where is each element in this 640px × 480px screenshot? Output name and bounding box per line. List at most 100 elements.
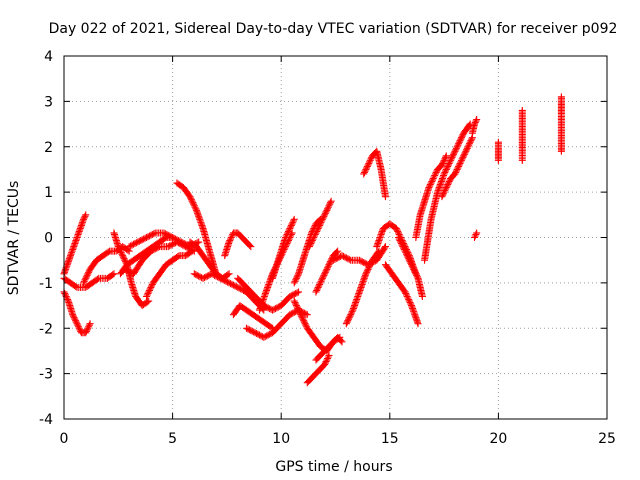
data-point	[291, 277, 299, 285]
data-point	[323, 206, 331, 214]
data-point	[116, 247, 124, 255]
data-point	[290, 279, 298, 287]
data-point	[173, 236, 181, 244]
data-point	[190, 202, 198, 210]
data-point	[290, 215, 298, 223]
data-point	[144, 289, 152, 297]
data-point	[447, 156, 455, 164]
y-axis-label: SDTVAR / TECUs	[6, 181, 22, 296]
data-point	[145, 232, 153, 240]
data-point	[465, 140, 473, 148]
data-point	[245, 326, 253, 334]
data-point	[180, 240, 188, 248]
data-point	[333, 248, 341, 256]
data-point	[290, 217, 298, 225]
data-point	[471, 120, 479, 128]
data-point	[314, 283, 322, 291]
data-point	[246, 241, 254, 249]
data-point	[116, 246, 124, 254]
data-point	[312, 288, 320, 296]
data-point	[326, 199, 334, 207]
data-point	[360, 258, 368, 266]
data-point	[84, 324, 92, 332]
data-point	[319, 214, 327, 222]
data-point	[518, 106, 526, 114]
data-point	[312, 229, 320, 237]
data-point	[460, 150, 468, 158]
data-point	[253, 330, 261, 338]
data-point	[247, 327, 255, 335]
y-tick-label: 2	[44, 140, 53, 156]
series-arc-13	[221, 229, 255, 260]
data-point	[473, 116, 481, 124]
data-point	[190, 200, 198, 208]
data-point	[148, 246, 156, 254]
data-point	[247, 243, 255, 251]
data-point	[125, 243, 133, 251]
data-point	[147, 283, 155, 291]
data-point	[364, 265, 372, 273]
data-point	[321, 270, 329, 278]
data-point	[439, 191, 447, 199]
data-point	[72, 283, 80, 291]
data-point	[439, 190, 447, 198]
data-point	[343, 318, 351, 326]
series-arc-37	[518, 106, 526, 164]
data-point	[467, 137, 475, 145]
data-point	[402, 250, 410, 258]
data-point	[317, 277, 325, 285]
data-point	[347, 309, 355, 317]
data-point	[428, 178, 436, 186]
data-point	[381, 243, 389, 251]
data-point	[208, 270, 216, 278]
data-point	[407, 300, 415, 308]
data-point	[366, 158, 374, 166]
data-point	[118, 250, 126, 258]
data-point	[295, 288, 303, 296]
data-point	[466, 138, 474, 146]
data-point	[321, 361, 329, 369]
data-point	[404, 294, 412, 302]
data-point	[264, 304, 272, 312]
data-point	[124, 267, 132, 275]
data-point	[365, 159, 373, 167]
data-point	[299, 315, 307, 323]
data-point	[462, 147, 470, 155]
data-point	[72, 318, 80, 326]
data-point	[442, 153, 450, 161]
data-point	[375, 247, 383, 255]
data-point	[120, 255, 128, 263]
data-point	[338, 338, 346, 346]
data-point	[457, 156, 465, 164]
data-point	[84, 270, 92, 278]
data-point	[432, 168, 440, 176]
data-point	[363, 164, 371, 172]
data-point	[472, 230, 480, 238]
data-point	[326, 258, 334, 266]
data-point	[218, 275, 226, 283]
data-point	[315, 282, 323, 290]
series-arc-33	[438, 134, 476, 201]
data-point	[452, 144, 460, 152]
data-point	[170, 234, 178, 242]
data-point	[363, 268, 371, 276]
data-point	[313, 285, 321, 293]
data-point	[130, 240, 138, 248]
data-point	[392, 224, 400, 232]
data-point	[316, 220, 324, 228]
data-point	[186, 193, 194, 201]
series-arc-03	[60, 270, 118, 291]
data-point	[295, 306, 303, 314]
data-point	[360, 168, 368, 176]
data-point	[302, 321, 310, 329]
y-tick-label: 1	[44, 185, 53, 201]
data-point	[301, 320, 309, 328]
data-point	[318, 274, 326, 282]
data-point	[227, 235, 235, 243]
data-point	[407, 259, 415, 267]
data-point	[80, 277, 88, 285]
grid-lines	[64, 56, 607, 419]
series-arc-26	[342, 247, 383, 328]
data-point	[438, 161, 446, 169]
data-point	[114, 243, 122, 251]
